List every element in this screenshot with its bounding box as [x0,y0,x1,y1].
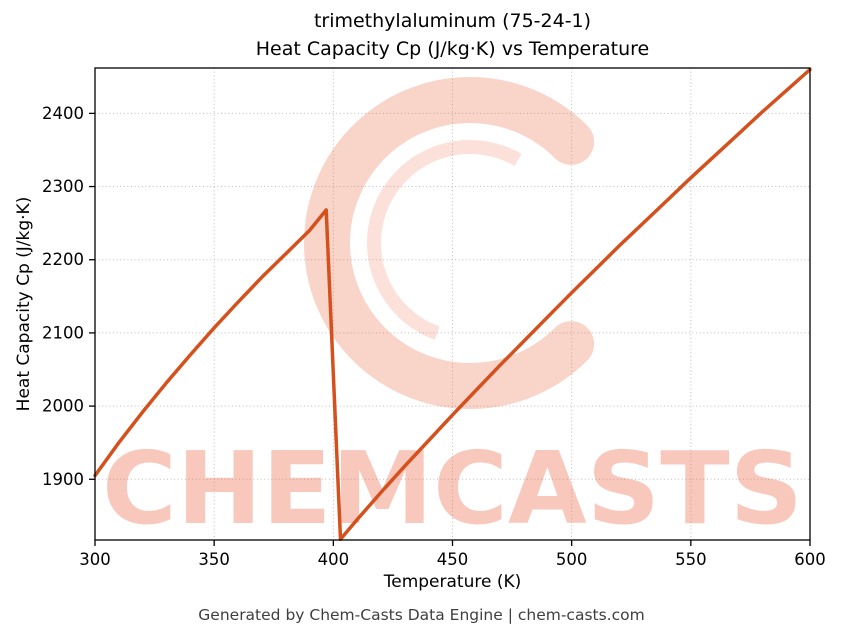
y-tick-label: 2400 [42,104,84,123]
x-tick-label: 600 [794,550,826,569]
x-tick-label: 350 [198,550,230,569]
y-tick-label: 2000 [42,397,84,416]
y-tick-label: 2100 [42,323,84,342]
y-tick-label: 2300 [42,177,84,196]
y-axis-label: Heat Capacity Cp (J/kg·K) [14,196,34,412]
footer-attribution: Generated by Chem-Casts Data Engine | ch… [198,606,645,624]
y-tick-label: 2200 [42,250,84,269]
x-tick-label: 500 [556,550,588,569]
x-tick-label: 550 [675,550,707,569]
watermark-text: CHEMCASTS [102,430,803,547]
x-axis-label: Temperature (K) [383,572,522,592]
x-tick-label: 300 [79,550,111,569]
x-tick-label: 450 [437,550,469,569]
chart-title-line2: Heat Capacity Cp (J/kg·K) vs Temperature [255,37,650,60]
watermark-logo-swirl [367,140,522,340]
chart-title-line1: trimethylaluminum (75-24-1) [313,10,592,32]
y-tick-label: 1900 [42,470,84,489]
chart-title: trimethylaluminum (75-24-1) Heat Capacit… [95,8,810,63]
x-tick-label: 400 [318,550,350,569]
series-line-cp [93,67,812,542]
